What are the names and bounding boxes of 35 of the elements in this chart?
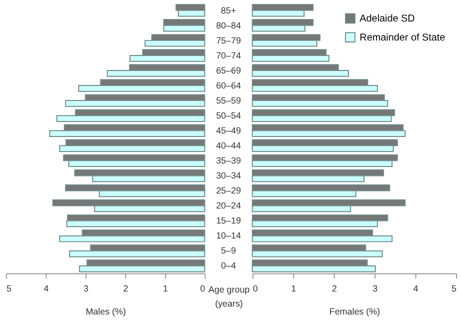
y-tick-label: 30–34: [216, 170, 241, 181]
y-tick-label: 40–44: [216, 140, 241, 151]
y-tick-label: 35–39: [216, 156, 241, 166]
y-tick-label: 50–54: [216, 110, 241, 121]
x-tick-label: 1: [291, 284, 296, 294]
y-tick-label: 15–19: [216, 216, 241, 226]
legend-label: Remainder of State: [360, 32, 446, 44]
y-tick-label: 25–29: [216, 186, 241, 196]
y-tick-label: 10–14: [216, 230, 241, 241]
x-axis-title: Males (%): [86, 306, 126, 316]
x-tick-label: 1: [162, 284, 168, 294]
x-tick-label: 3: [372, 284, 378, 294]
y-tick-label: 80–84: [216, 20, 241, 31]
y-tick-label: 20–24: [216, 200, 241, 211]
legend-label: Adelaide SD: [360, 13, 415, 24]
x-tick-label: 5: [452, 284, 457, 294]
x-tick-label: 0: [200, 284, 206, 294]
x-tick-label: 4: [413, 284, 418, 294]
y-tick-label: 55–59: [216, 96, 241, 106]
y-tick-label: 5–9: [221, 246, 236, 256]
y-tick-label: 45–49: [216, 126, 241, 136]
x-tick-label: 0: [252, 284, 258, 294]
x-tick-label: 5: [6, 284, 12, 294]
x-axis-title: Females (%): [329, 306, 380, 316]
y-tick-label: 0–4: [221, 260, 236, 271]
x-tick-label: 4: [44, 284, 49, 294]
x-tick-label: 2: [332, 284, 337, 294]
x-tick-label: 2: [123, 284, 128, 294]
y-tick-label: 65–69: [216, 66, 241, 76]
y-tick-label: 85+: [220, 6, 236, 16]
y-tick-label: 75–79: [216, 36, 241, 46]
y-axis-title: Age group (years): [208, 284, 250, 309]
y-tick-label: 70–74: [216, 50, 241, 61]
y-tick-label: 60–64: [216, 80, 241, 91]
x-tick-label: 3: [83, 284, 88, 294]
